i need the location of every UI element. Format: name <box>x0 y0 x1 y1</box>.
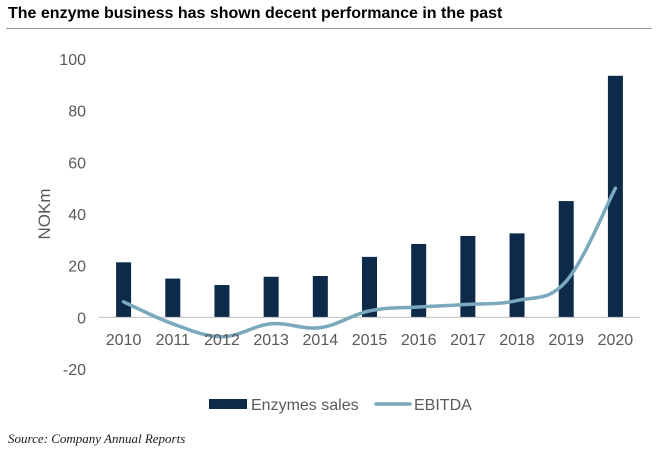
bar-enzymes-sales <box>558 201 574 318</box>
bar-enzymes-sales <box>263 276 279 318</box>
legend-label-ebitda: EBITDA <box>414 397 472 414</box>
y-tick-label: 100 <box>59 52 86 69</box>
y-tick-label: 40 <box>68 207 86 224</box>
bar-enzymes-sales <box>509 233 525 318</box>
chart-canvas: -20 0 20 40 60 80 100 NOKm 2010 2011 2012 2013 2014 2… <box>35 52 640 414</box>
y-tick-label: 80 <box>68 104 86 121</box>
x-tick-label: 2012 <box>204 332 240 349</box>
bar-enzymes-sales <box>214 285 230 318</box>
y-tick-label: -20 <box>63 362 86 379</box>
chart-title: The enzyme business has shown decent per… <box>8 5 503 22</box>
title-divider <box>6 28 652 29</box>
x-tick-label: 2017 <box>450 332 486 349</box>
bar-enzymes-sales <box>411 243 427 318</box>
x-tick-label: 2011 <box>156 332 191 349</box>
x-tick-label: 2014 <box>303 332 339 349</box>
bar-enzymes-sales <box>165 278 181 318</box>
y-tick-label: 0 <box>77 310 86 327</box>
line-ebitda <box>121 186 618 339</box>
x-tick-label: 2020 <box>598 332 634 349</box>
legend-label-enzymes-sales: Enzymes sales <box>251 397 359 414</box>
x-tick-label: 2016 <box>401 332 437 349</box>
source-note: Source: Company Annual Reports <box>8 431 186 446</box>
x-tick-label: 2013 <box>253 332 289 349</box>
x-tick-label: 2015 <box>352 332 388 349</box>
x-tick-label: 2018 <box>499 332 535 349</box>
x-tick-label: 2010 <box>106 332 142 349</box>
bar-enzymes-sales <box>116 262 132 318</box>
bar-enzymes-sales <box>607 75 623 318</box>
bar-enzymes-sales <box>312 276 328 318</box>
y-tick-label: 60 <box>68 155 86 172</box>
y-tick-label: 20 <box>68 259 86 276</box>
legend-swatch-enzymes-sales <box>209 399 247 409</box>
x-tick-label: 2019 <box>548 332 584 349</box>
y-axis-title: NOKm <box>35 189 54 240</box>
bar-enzymes-sales <box>362 256 377 318</box>
bar-enzymes-sales <box>460 235 476 318</box>
